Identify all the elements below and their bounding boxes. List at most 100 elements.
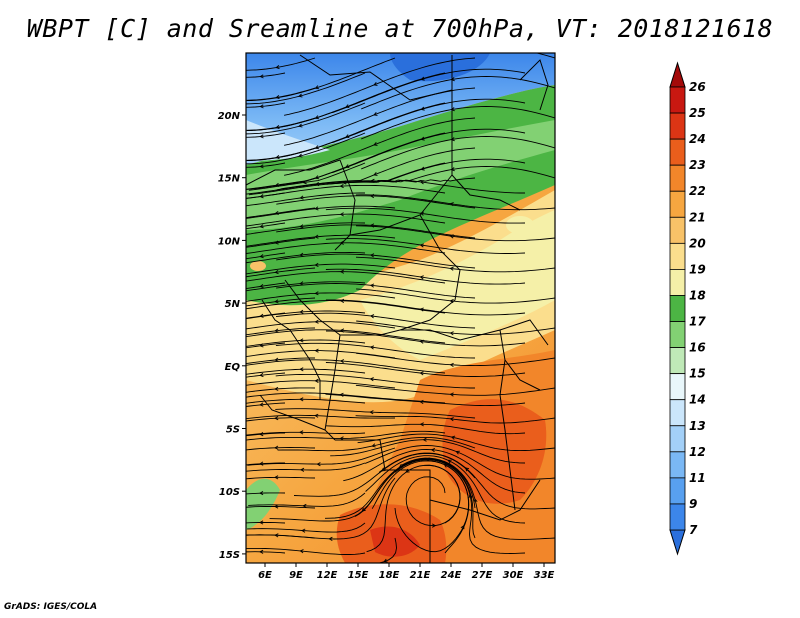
streamline-arrow [274,269,279,275]
streamline-arrow [259,343,264,348]
streamline-arrow [299,224,304,229]
lon-label: 15E [348,570,369,581]
streamline [325,238,526,254]
streamline-arrow [449,362,454,367]
streamline-arrow [464,467,470,472]
streamline-arrow [274,182,280,187]
streamline [356,288,555,304]
streamline-arrow [299,467,305,472]
colorbar-label: 25 [689,106,706,120]
colorbar-box [669,477,686,505]
lat-label: 5N [225,299,241,310]
colorbar-box [669,399,686,427]
streamline-arrow [274,533,279,538]
colorbar-box [669,321,686,348]
streamline [284,117,476,176]
lat-label: 5S [226,425,240,436]
streamline [401,457,555,540]
streamline-arrow [314,291,319,296]
streamline-arrow [450,435,456,440]
streamline-arrow [314,175,320,180]
colorbar-box [669,425,686,453]
streamline-arrow [419,180,425,185]
streamline-arrow [449,392,454,397]
streamline-arrow [339,184,344,189]
streamline [248,492,366,507]
streamline-arrow [274,504,279,509]
streamline-arrow [259,461,264,466]
streamline-arrow [369,223,375,228]
lat-label: EQ [225,362,241,373]
colorbar-label: 19 [689,262,706,276]
streamline [246,57,316,71]
colorbar-label: 15 [689,367,706,381]
streamline [246,414,396,420]
streamline-arrow [460,524,465,530]
colorbar-box [669,295,686,322]
streamline-arrow [274,445,279,450]
streamline [246,327,316,336]
streamline [246,192,365,207]
colorbar-box [669,269,686,296]
streamline-arrow [259,402,264,407]
streamline [246,234,396,247]
streamline [361,106,555,140]
colorbar-box [669,373,686,401]
streamline-arrow [339,269,345,274]
streamline [355,225,555,242]
streamline-arrow [274,357,279,362]
streamline-arrow [314,234,319,239]
streamline [364,445,555,480]
streamline-arrow [314,145,320,150]
streamline-arrow [419,211,425,216]
streamline [246,506,316,509]
wbpt-field [246,53,555,563]
streamline-arrow [299,338,304,343]
streamline [355,194,555,211]
streamline [357,433,555,452]
streamline [246,534,316,539]
colorbar-label: 12 [689,445,706,459]
lat-label: 15S [219,550,240,561]
streamline [246,321,396,330]
streamline-arrow [274,328,279,333]
streamline [246,447,316,451]
streamline [325,393,526,407]
streamline [246,222,286,230]
streamline-arrow [455,450,460,455]
streamline [246,300,446,314]
streamline-arrow [314,319,319,324]
colorbar-box [669,503,686,531]
streamline-arrow [299,397,304,402]
streamline-arrow [259,104,264,109]
colorbar-label: 13 [689,419,706,433]
streamline-arrow [299,367,304,372]
grads-credit: GrADS: IGES/COLA [4,602,98,612]
streamline [276,224,476,239]
lon-label: 9E [289,570,303,581]
streamline-arrow [274,475,279,480]
streamline [246,252,286,260]
streamline [246,430,446,441]
lat-label: 10N [218,236,241,247]
streamline-arrow [369,345,375,350]
streamline-arrow [473,498,478,503]
streamline-arrow [301,528,306,533]
streamline [246,177,316,190]
colorbar-box [669,112,686,140]
colorbar-bottom-arrow [669,529,686,556]
colorbar-box [669,190,686,218]
streamline [246,357,315,365]
streamline-arrow [430,447,436,453]
streamline-arrow [369,193,375,199]
colorbar-label: 21 [689,210,706,224]
colorbar-label: 11 [689,471,706,485]
streamline-arrow [259,491,264,496]
streamline-arrow [274,240,279,245]
streamline-arrow [339,328,345,333]
streamline [246,132,366,165]
colorbar-top-arrow [669,61,686,88]
streamline [246,359,446,374]
lon-label: 27E [472,570,493,581]
streamline [246,102,286,108]
